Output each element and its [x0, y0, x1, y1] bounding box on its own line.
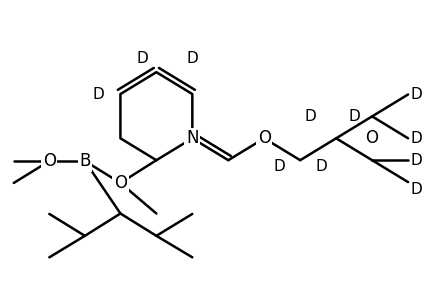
- Text: N: N: [186, 129, 198, 147]
- Text: O: O: [258, 129, 271, 147]
- Text: D: D: [411, 87, 422, 102]
- Text: D: D: [93, 87, 105, 102]
- Text: O: O: [114, 174, 127, 192]
- Text: D: D: [411, 182, 422, 197]
- Text: B: B: [79, 152, 91, 170]
- Text: D: D: [273, 159, 285, 174]
- Text: D: D: [186, 51, 198, 66]
- Text: D: D: [305, 109, 317, 124]
- Text: O: O: [366, 129, 379, 147]
- Text: D: D: [316, 159, 327, 174]
- Text: O: O: [43, 152, 56, 170]
- Text: D: D: [411, 153, 422, 168]
- Text: D: D: [136, 51, 148, 66]
- Text: D: D: [348, 109, 360, 124]
- Text: D: D: [411, 131, 422, 146]
